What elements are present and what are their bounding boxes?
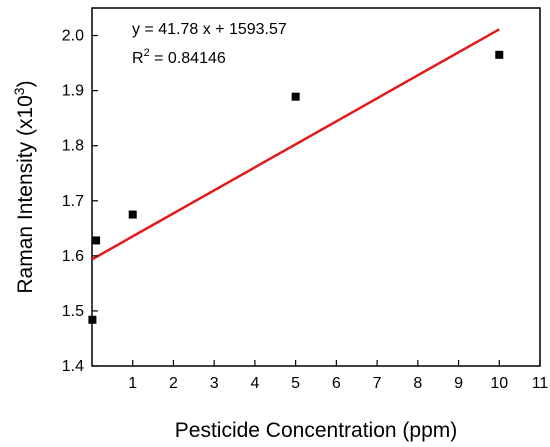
y-axis-label-end: ) (14, 80, 37, 87)
x-tick-label: 8 (413, 375, 422, 392)
x-tick-label: 4 (250, 375, 259, 392)
x-tick-label: 7 (373, 375, 382, 392)
y-axis-label-main: Raman Intensity (x10 (14, 95, 37, 293)
y-tick-label: 2.0 (62, 28, 84, 45)
y-tick-label: 1.7 (62, 193, 84, 210)
y-axis-label: Raman Intensity (x103) (11, 80, 37, 293)
y-ticks: 1.4 1.5 1.6 1.7 1.8 1.9 2.0 (62, 28, 98, 375)
x-tick-label: 9 (454, 375, 463, 392)
data-point (92, 236, 101, 245)
y-tick-label: 1.8 (62, 138, 84, 155)
data-point (88, 315, 97, 324)
r-squared-prefix: R (132, 50, 144, 67)
r-squared-value: = 0.84146 (150, 50, 226, 67)
equation-label: y = 41.78 x + 1593.57 (132, 21, 287, 38)
data-point (291, 92, 300, 101)
y-tick-label: 1.6 (62, 248, 84, 265)
x-tick-label: 10 (490, 375, 508, 392)
x-tick-label: 1 (128, 375, 137, 392)
x-tick-label: 5 (291, 375, 300, 392)
x-axis-label: Pesticide Concentration (ppm) (175, 419, 457, 442)
x-tick-label: 11 (532, 375, 549, 392)
r-squared-sup: 2 (144, 47, 150, 59)
fit-line (91, 28, 500, 261)
r-squared-label: R2 = 0.84146 (132, 47, 226, 67)
x-tick-label: 3 (210, 375, 219, 392)
y-tick-label: 1.9 (62, 83, 84, 100)
y-tick-label: 1.5 (62, 303, 84, 320)
x-ticks: 1 2 3 4 5 6 7 8 9 10 11 (128, 360, 548, 392)
y-tick-label: 1.4 (62, 358, 84, 375)
points-layer (88, 50, 504, 324)
x-tick-label: 6 (332, 375, 341, 392)
fit-line-layer (91, 28, 500, 261)
x-tick-label: 2 (169, 375, 178, 392)
plot-frame (91, 7, 541, 367)
data-point (495, 50, 504, 59)
y-axis-label-sup: 3 (11, 87, 27, 95)
data-point (128, 210, 137, 219)
